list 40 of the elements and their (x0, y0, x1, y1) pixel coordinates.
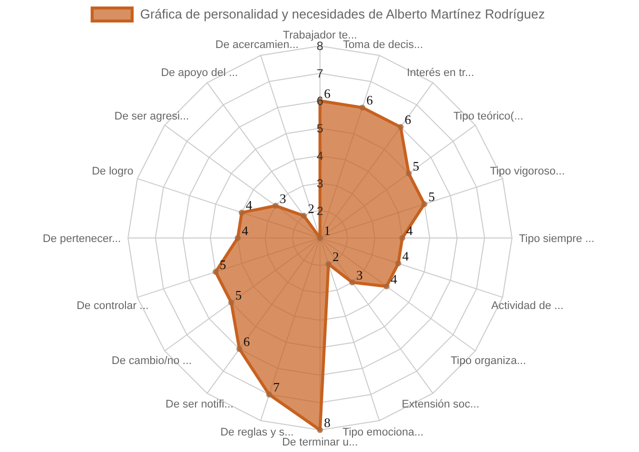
spoke-label: De apoyo del ... (160, 66, 238, 79)
data-label: 1 (324, 223, 330, 238)
spoke-label: Tipo vigoroso... (490, 165, 565, 178)
data-label: 6 (366, 92, 374, 108)
data-label: 5 (428, 189, 435, 204)
y-tick-label: 7 (316, 66, 324, 81)
spoke-label: De logro (92, 165, 134, 178)
data-label: 3 (356, 267, 363, 282)
spoke-label: Tipo emociona... (342, 426, 424, 439)
data-label: 7 (273, 380, 280, 395)
y-tick-label: 8 (316, 39, 324, 54)
spoke-label: Toma de decis... (342, 38, 424, 51)
data-label: 4 (246, 198, 253, 213)
y-tick-label: 6 (316, 94, 324, 108)
spoke-label: De pertenecer... (42, 232, 121, 245)
data-label: 2 (332, 249, 339, 264)
spoke-label: Interés en tr... (406, 66, 474, 79)
data-label: 3 (280, 190, 286, 206)
spoke-label: Tipo teórico(... (453, 110, 524, 123)
data-label: 4 (402, 248, 410, 264)
data-label: 5 (412, 158, 420, 174)
spoke-label: Trabajador te... (282, 29, 358, 42)
spoke-label: De ser agresi... (114, 110, 189, 123)
data-label: 6 (243, 334, 250, 349)
data-label: 6 (404, 112, 412, 128)
data-label: 5 (220, 256, 226, 272)
spoke-label: Tipo siempre ... (519, 232, 594, 245)
spoke-label: De controlar ... (76, 300, 149, 312)
spoke-label: Actividad de ... (491, 300, 564, 312)
data-label: 5 (235, 287, 242, 302)
spoke-label: De reglas y s... (220, 426, 294, 439)
spoke-label: De acercamien... (215, 38, 299, 51)
data-label: 4 (242, 223, 249, 238)
spoke-label: De cambio/no ... (112, 355, 192, 368)
spoke-label: Tipo organiza... (450, 355, 526, 368)
legend-label: Gráfica de personalidad y necesidades de Alberto Martínez Rodríguez (140, 6, 545, 22)
spoke-label: De ser notifi... (166, 398, 234, 411)
spoke-label: Extensión soc... (402, 398, 480, 411)
data-label: 4 (390, 271, 398, 286)
spoke-label: De terminar u... (282, 436, 358, 448)
